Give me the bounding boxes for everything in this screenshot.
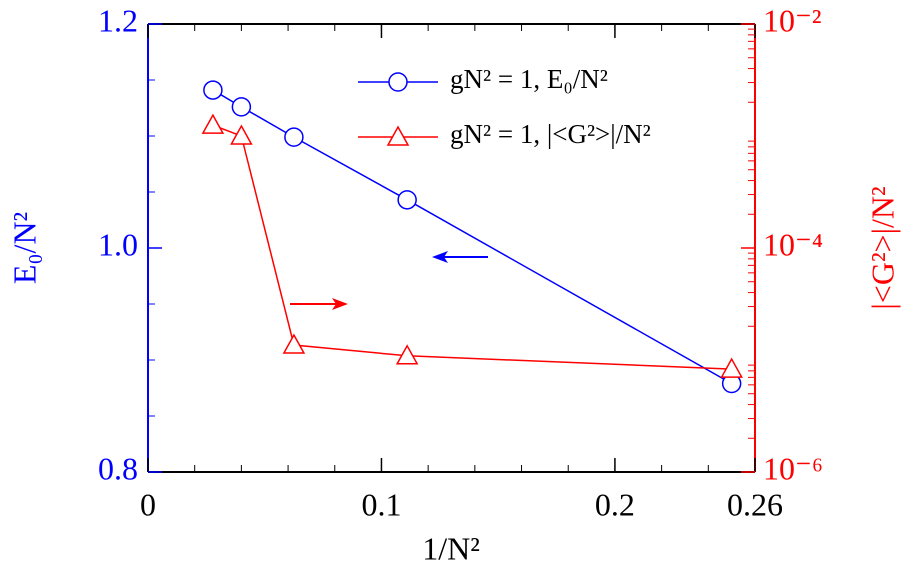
x-tick-label: 0.2 xyxy=(595,486,635,522)
arrows xyxy=(290,251,488,310)
point xyxy=(720,357,743,378)
point xyxy=(282,333,306,354)
legend-marker xyxy=(386,125,410,146)
point xyxy=(397,190,417,210)
y2-tick-label: 10⁻⁶ xyxy=(763,450,823,486)
x-tick-label: 0.1 xyxy=(361,486,401,522)
y2-axis-label: |<G²>|/N² xyxy=(864,186,900,309)
point xyxy=(230,124,253,145)
x-tick-label: 0.26 xyxy=(727,486,783,522)
series-line xyxy=(212,124,732,370)
point xyxy=(201,113,225,134)
arrow-head xyxy=(332,298,348,310)
point xyxy=(203,80,223,100)
legend-marker xyxy=(388,72,408,92)
arrow-head xyxy=(432,251,448,263)
y-tick-label: 0.8 xyxy=(98,450,138,486)
point xyxy=(231,97,252,117)
y-tick-label: 1.0 xyxy=(98,226,138,262)
y-axis-label: E₀/N² xyxy=(6,212,42,284)
x-axis-label: 1/N² xyxy=(422,530,480,566)
x-tick-label: 0 xyxy=(140,486,156,522)
point xyxy=(395,344,419,365)
point xyxy=(284,127,304,147)
y2-tick-label: 10⁻² xyxy=(763,2,821,38)
y-tick-label: 1.2 xyxy=(98,2,138,38)
y2-tick-label: 10⁻⁴ xyxy=(763,226,823,262)
legend-label: gN² = 1, |<G²>|/N² xyxy=(450,119,651,149)
legend-label: gN² = 1, E₀/N² xyxy=(450,64,608,94)
